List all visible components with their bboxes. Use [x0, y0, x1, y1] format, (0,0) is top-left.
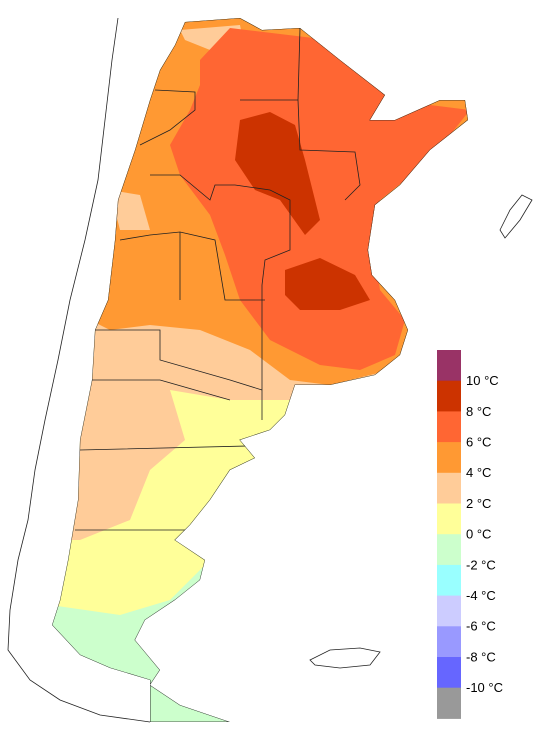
legend-swatch	[437, 442, 461, 474]
legend-label: 0 °C	[466, 527, 491, 542]
legend-swatch	[437, 626, 461, 658]
legend-label: 10 °C	[466, 373, 499, 388]
legend-swatch	[437, 534, 461, 566]
legend-swatch	[437, 503, 461, 535]
legend-label: -6 °C	[466, 619, 496, 634]
legend-swatch	[437, 687, 461, 719]
legend-label: -2 °C	[466, 557, 496, 572]
legend-swatch	[437, 380, 461, 412]
legend-label: 2 °C	[466, 496, 491, 511]
legend-label: 6 °C	[466, 435, 491, 450]
legend-swatch	[437, 350, 461, 382]
chile-outline	[7, 17, 533, 723]
legend-swatch	[437, 595, 461, 627]
legend-label: 8 °C	[466, 404, 491, 419]
legend-swatch	[437, 564, 461, 597]
legend-swatch	[437, 411, 461, 443]
legend-label: -10 °C	[466, 680, 503, 695]
legend-label: -4 °C	[466, 588, 496, 603]
legend: 10 °C 8 °C 6 °C 4 °C 2 °C 0 °C -2 °C -4 °C -6 °C…	[437, 350, 503, 719]
legend-label: -8 °C	[466, 649, 496, 664]
legend-swatch	[437, 472, 461, 504]
legend-label: 4 °C	[466, 465, 491, 480]
legend-swatch	[437, 657, 461, 689]
province-borders	[52, 18, 468, 722]
